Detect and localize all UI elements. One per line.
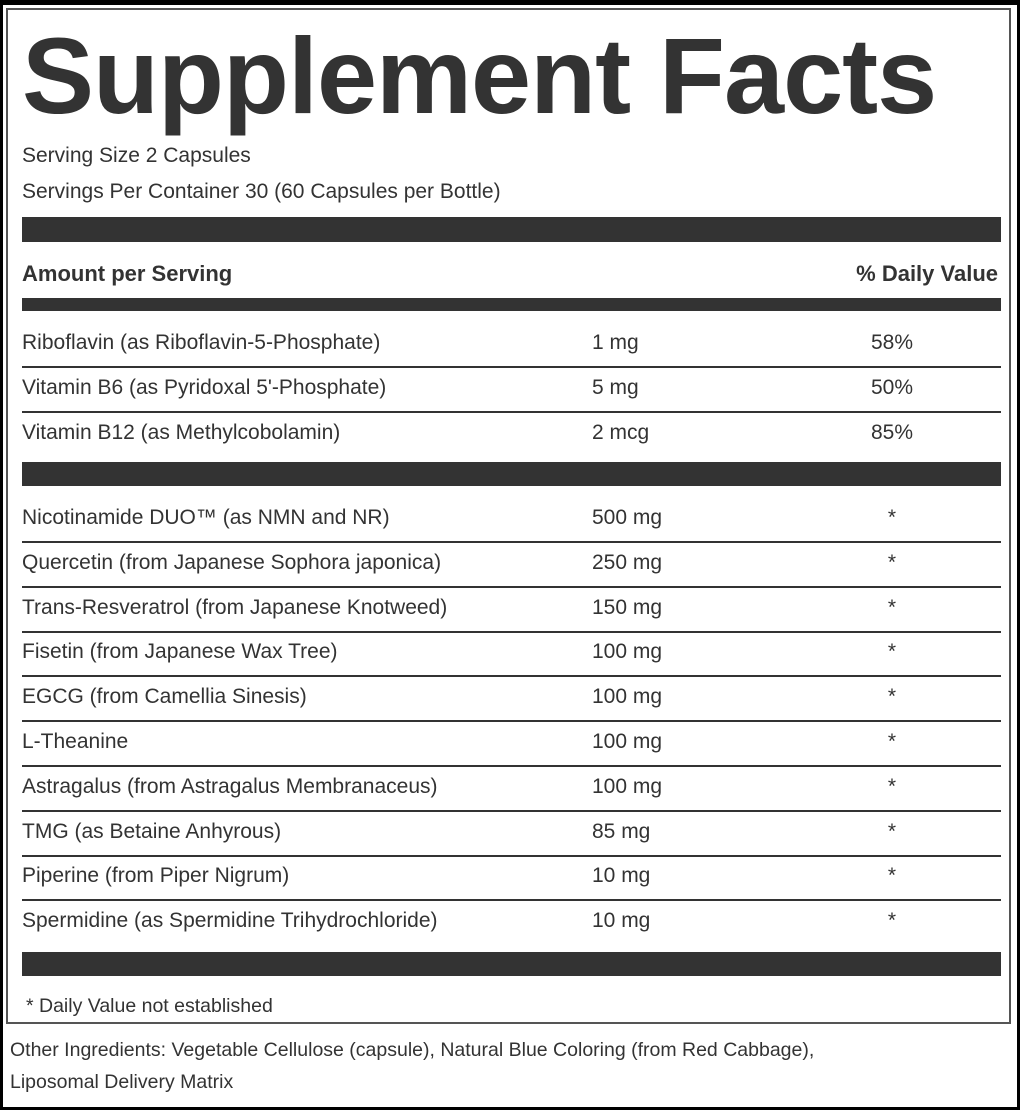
thick-divider	[22, 462, 1001, 486]
ingredient-amount: 250 mg	[592, 550, 663, 574]
daily-value: *	[887, 774, 897, 798]
daily-value: 85%	[870, 420, 914, 444]
table-row: Astragalus (from Astragalus Membranaceus…	[22, 765, 1001, 812]
daily-value: *	[887, 819, 897, 843]
table-row: Vitamin B12 (as Methylcobolamin) 2 mcg 85%	[22, 411, 1001, 456]
daily-value: 50%	[870, 375, 914, 399]
table-row: L-Theanine 100 mg *	[22, 720, 1001, 767]
table-row: Nicotinamide DUO™ (as NMN and NR) 500 mg *	[22, 496, 1001, 543]
thick-divider	[22, 217, 1001, 242]
daily-value: *	[887, 506, 897, 529]
label-title: Supplement Facts	[22, 15, 937, 136]
medium-divider	[22, 298, 1001, 311]
daily-value: *	[887, 685, 897, 709]
ingredient-amount: 500 mg	[592, 506, 663, 529]
table-row: TMG (as Betaine Anhyrous) 85 mg *	[22, 810, 1001, 857]
daily-value-header: % Daily Value	[856, 261, 998, 286]
daily-value: *	[887, 640, 897, 664]
table-row: Piperine (from Piper Nigrum) 10 mg *	[22, 854, 1001, 902]
label-page: Supplement Facts Serving Size 2 Capsules…	[3, 5, 1017, 1107]
table-row: Fisetin (from Japanese Wax Tree) 100 mg *	[22, 630, 1001, 678]
ingredient-amount: 100 mg	[592, 774, 663, 798]
ingredient-name: EGCG (from Camellia Sinesis)	[22, 685, 307, 709]
footnote: * Daily Value not established	[26, 995, 273, 1017]
ingredient-amount: 100 mg	[592, 640, 663, 664]
daily-value: *	[887, 730, 897, 753]
ingredient-amount: 10 mg	[592, 909, 651, 933]
table-row: Quercetin (from Japanese Sophora japonic…	[22, 541, 1001, 588]
thick-divider	[22, 952, 1001, 976]
daily-value: *	[887, 595, 897, 619]
amount-per-serving-header: Amount per Serving	[22, 261, 233, 286]
ingredient-amount: 1 mg	[592, 331, 639, 354]
ingredient-amount: 85 mg	[592, 819, 651, 843]
table-row: Trans-Resveratrol (from Japanese Knotwee…	[22, 586, 1001, 633]
table-row: Riboflavin (as Riboflavin-5-Phosphate) 1 …	[22, 321, 1001, 368]
ingredient-name: TMG (as Betaine Anhyrous)	[22, 819, 282, 843]
serving-size: Serving Size 2 Capsules	[22, 144, 251, 167]
ingredient-amount: 2 mcg	[592, 420, 650, 444]
daily-value: *	[887, 909, 897, 933]
ingredient-name: Riboflavin (as Riboflavin-5-Phosphate)	[22, 331, 381, 354]
other-ingredients-line2: Liposomal Delivery Matrix	[10, 1071, 234, 1093]
ingredient-name: Nicotinamide DUO™ (as NMN and NR)	[22, 506, 390, 529]
other-ingredients-line1: Other Ingredients: Vegetable Cellulose (…	[10, 1039, 815, 1061]
table-row: Spermidine (as Spermidine Trihydrochlori…	[22, 899, 1001, 944]
ingredient-name: Vitamin B6 (as Pyridoxal 5'-Phosphate)	[22, 375, 387, 399]
daily-value: *	[887, 550, 897, 574]
ingredient-name: Spermidine (as Spermidine Trihydrochlori…	[22, 909, 438, 933]
ingredient-amount: 5 mg	[592, 375, 639, 399]
daily-value: *	[887, 864, 897, 888]
ingredient-amount: 100 mg	[592, 730, 663, 753]
ingredient-amount: 100 mg	[592, 685, 663, 709]
ingredient-name: Fisetin (from Japanese Wax Tree)	[22, 640, 338, 664]
ingredient-name: L-Theanine	[22, 730, 129, 753]
table-row: EGCG (from Camellia Sinesis) 100 mg *	[22, 675, 1001, 723]
ingredient-name: Piperine (from Piper Nigrum)	[22, 864, 290, 888]
ingredient-name: Trans-Resveratrol (from Japanese Knotwee…	[22, 595, 448, 619]
ingredient-amount: 150 mg	[592, 595, 663, 619]
supplement-facts-panel: Supplement Facts Serving Size 2 Capsules…	[6, 8, 1011, 1024]
ingredient-name: Astragalus (from Astragalus Membranaceus…	[22, 774, 438, 798]
ingredient-amount: 10 mg	[592, 864, 651, 888]
ingredient-name: Quercetin (from Japanese Sophora japonic…	[22, 550, 442, 574]
table-row: Vitamin B6 (as Pyridoxal 5'-Phosphate) 5 …	[22, 366, 1001, 413]
servings-per-container: Servings Per Container 30 (60 Capsules p…	[22, 180, 501, 203]
daily-value: 58%	[870, 331, 914, 354]
ingredient-name: Vitamin B12 (as Methylcobolamin)	[22, 420, 341, 444]
